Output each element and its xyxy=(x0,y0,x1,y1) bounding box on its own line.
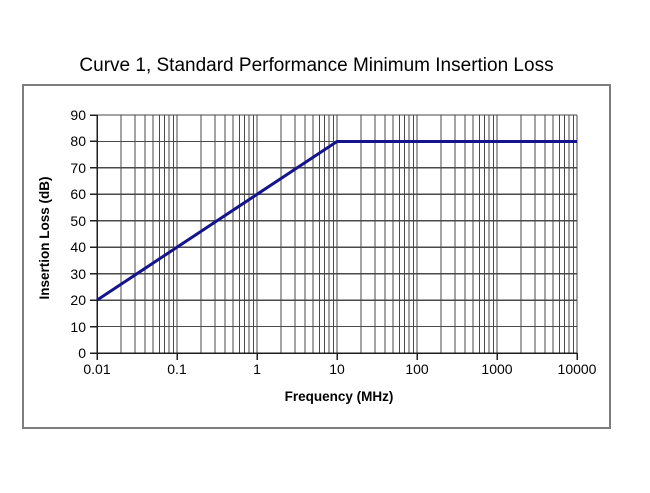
x-tick-label: 0.01 xyxy=(83,361,111,377)
y-tick-label: 20 xyxy=(70,292,86,309)
x-axis-title: Frequency (MHz) xyxy=(284,389,394,404)
chart-title: Curve 1, Standard Performance Minimum In… xyxy=(79,55,554,76)
x-tick-label: 100 xyxy=(405,361,429,377)
x-tick-label: 10 xyxy=(329,361,345,377)
y-tick-label: 70 xyxy=(70,159,86,176)
y-tick-label: 40 xyxy=(70,239,86,256)
y-tick-label: 80 xyxy=(70,133,86,150)
x-tick-label: 1000 xyxy=(481,361,513,377)
y-tick-label: 90 xyxy=(70,107,86,123)
y-tick-label: 30 xyxy=(70,265,86,282)
y-tick-label: 0 xyxy=(78,345,86,361)
x-tick-label: 10000 xyxy=(557,361,597,377)
y-tick-label: 60 xyxy=(70,186,86,203)
series-line-curve1 xyxy=(96,139,577,302)
y-tick-label: 50 xyxy=(70,212,86,229)
x-tick-label: 1 xyxy=(253,361,261,377)
y-tick-label: 10 xyxy=(70,318,86,335)
x-tick-label: 0.1 xyxy=(167,361,187,377)
